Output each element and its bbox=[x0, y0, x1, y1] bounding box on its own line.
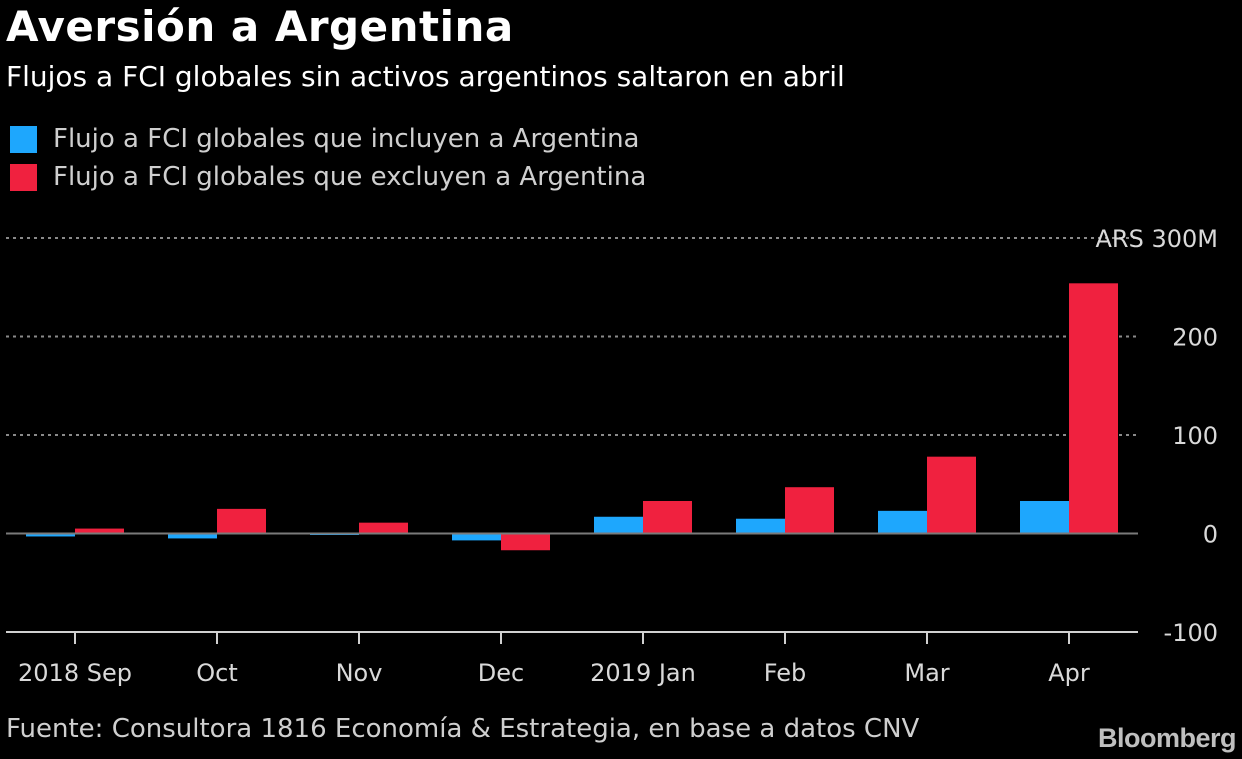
bar-incluyen-3 bbox=[452, 533, 501, 541]
legend-swatch-incluyen bbox=[10, 125, 37, 153]
bar-excluyen-5 bbox=[785, 487, 834, 534]
bar-incluyen-6 bbox=[878, 510, 927, 534]
x-tick-label-5: Feb bbox=[764, 659, 807, 687]
x-tick-label-6: Mar bbox=[904, 659, 949, 687]
legend: Flujo a FCI globales que incluyen a Arge… bbox=[10, 120, 646, 196]
bar-incluyen-0 bbox=[26, 533, 75, 537]
bar-excluyen-1 bbox=[217, 508, 266, 534]
source-note: Fuente: Consultora 1816 Economía & Estra… bbox=[6, 714, 920, 744]
bar-incluyen-4 bbox=[594, 516, 643, 534]
bar-excluyen-6 bbox=[927, 456, 976, 534]
legend-item-incluyen: Flujo a FCI globales que incluyen a Arge… bbox=[10, 120, 646, 158]
y-tick-label-4: -100 bbox=[1164, 619, 1218, 647]
bar-excluyen-3 bbox=[501, 533, 550, 551]
legend-label-incluyen: Flujo a FCI globales que incluyen a Arge… bbox=[53, 124, 640, 154]
x-tick-label-2: Nov bbox=[336, 659, 383, 687]
x-tick-label-7: Apr bbox=[1048, 659, 1090, 687]
bar-excluyen-0 bbox=[75, 528, 124, 534]
bloomberg-logo: Bloomberg bbox=[1097, 723, 1237, 753]
bar-excluyen-4 bbox=[643, 500, 692, 534]
y-tick-label-2: 100 bbox=[1172, 422, 1218, 450]
bar-incluyen-1 bbox=[168, 533, 217, 539]
x-tick-label-1: Oct bbox=[196, 659, 238, 687]
x-tick-label-0: 2018 Sep bbox=[18, 659, 132, 687]
legend-label-excluyen: Flujo a FCI globales que excluyen a Arge… bbox=[53, 162, 647, 192]
legend-swatch-excluyen bbox=[10, 163, 37, 191]
y-tick-label-0: ARS 300M bbox=[1096, 225, 1218, 253]
bar-incluyen-5 bbox=[736, 518, 785, 534]
x-tick-label-3: Dec bbox=[478, 659, 524, 687]
x-tick-label-4: 2019 Jan bbox=[590, 659, 696, 687]
bar-excluyen-7 bbox=[1069, 283, 1118, 534]
y-tick-label-1: 200 bbox=[1172, 324, 1218, 352]
chart-title: Aversión a Argentina bbox=[6, 2, 514, 51]
chart-subtitle: Flujos a FCI globales sin activos argent… bbox=[6, 60, 845, 93]
y-tick-label-3: 0 bbox=[1203, 521, 1218, 549]
bar-excluyen-2 bbox=[359, 522, 408, 534]
bar-incluyen-7 bbox=[1020, 500, 1069, 534]
legend-item-excluyen: Flujo a FCI globales que excluyen a Arge… bbox=[10, 158, 646, 196]
